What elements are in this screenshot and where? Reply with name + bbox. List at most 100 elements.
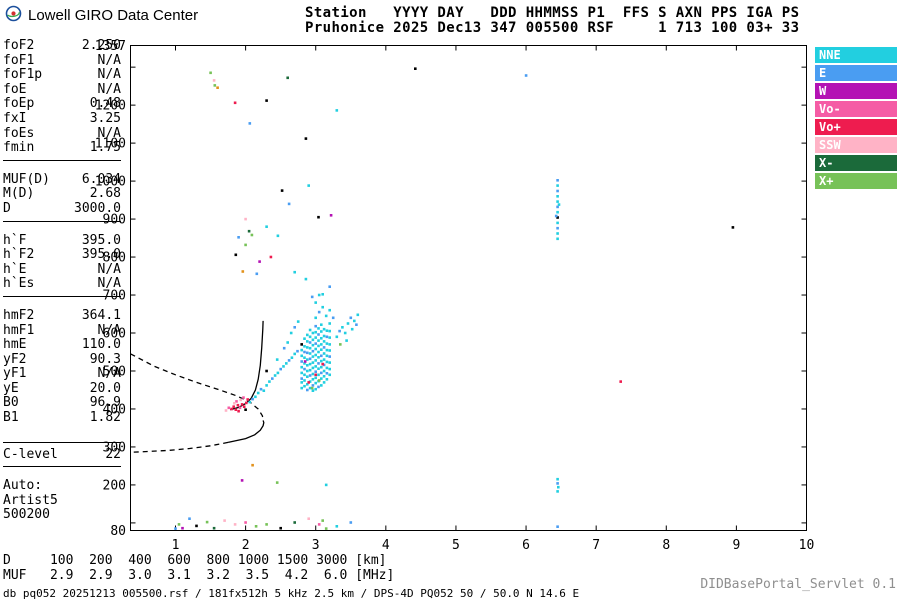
param-label: foEp — [3, 96, 35, 112]
param-value: 395.0 — [81, 247, 121, 263]
param-label: fxI — [3, 110, 27, 126]
divider — [3, 159, 121, 161]
param-row-ye: yE 20.0 — [3, 380, 121, 397]
param-label: yE — [3, 380, 19, 396]
param-value: 110.0 — [81, 337, 121, 353]
status-line: db pq052 20251213 005500.rsf / 181fx512h… — [3, 587, 580, 600]
x-tick-label: 3 — [312, 538, 320, 553]
param-label: foEs — [3, 125, 35, 141]
param-value: N/A — [97, 261, 121, 277]
param-row-fxi: fxI 3.25 — [3, 110, 121, 127]
param-value: 1.75 — [89, 140, 121, 156]
param-group: hmF2 364.1 hmF1 N/A hmE 110.0 yF2 90.3 yF1 N/A yE 2… — [3, 307, 121, 426]
param-label: fmin — [3, 140, 35, 156]
param-row-hme: hmE 110.0 — [3, 337, 121, 353]
x-tick-label: 6 — [522, 538, 530, 553]
param-row-hes: h`Es N/A — [3, 277, 121, 292]
param-label: D — [3, 200, 11, 216]
param-value: 90.3 — [89, 351, 121, 367]
param-value: N/A — [97, 276, 121, 292]
divider — [3, 295, 121, 297]
y-tick-label: 200 — [103, 478, 126, 493]
y-tick-label: 1200 — [95, 99, 126, 114]
param-row-foes: foEs N/A — [3, 125, 121, 142]
divider — [3, 466, 121, 468]
muf-d-table: D 100 200 400 600 800 1000 1500 3000 [km… — [3, 553, 395, 583]
param-value: 2.250 — [81, 38, 121, 53]
divider — [3, 220, 121, 222]
param-label: MUF(D) — [3, 171, 50, 187]
auto-scaler-line: Artist5 — [3, 492, 58, 508]
station-header-line2: Pruhonice 2025 Dec13 347 005500 RSF 1 71… — [305, 20, 800, 36]
legend-item-xminus: X- — [815, 155, 897, 171]
param-value: 395.0 — [81, 232, 121, 248]
param-row-fof1p: foF1p N/A — [3, 68, 121, 83]
param-value: 3.25 — [89, 110, 121, 126]
param-row-foe: foE N/A — [3, 82, 121, 98]
y-tick-label: 1100 — [95, 137, 126, 152]
x-tick-label: 7 — [592, 538, 600, 553]
param-row-foep: foEp 0.48 — [3, 97, 121, 112]
param-value: 1.82 — [89, 410, 121, 426]
servlet-watermark: DIDBasePortal_Servlet 0.1 — [700, 577, 896, 592]
param-value: 22 — [105, 446, 121, 462]
param-value: N/A — [97, 322, 121, 338]
profile-peak — [227, 420, 265, 444]
param-value: 364.1 — [81, 307, 121, 323]
x-tick-label: 10 — [799, 538, 815, 553]
param-row-yf2: yF2 90.3 — [3, 351, 121, 368]
profile-sub-fmin — [130, 441, 229, 453]
param-value: 6.034 — [81, 171, 121, 187]
y-tick-label: 500 — [103, 364, 126, 379]
x-tick-label: 5 — [452, 538, 460, 553]
param-label: hmF2 — [3, 307, 35, 323]
param-row-clevel: C-level 22 — [3, 446, 121, 463]
param-value: 3000.0 — [74, 200, 121, 216]
param-label: C-level — [3, 446, 58, 462]
param-label: h`F — [3, 232, 27, 248]
param-row-mufd: MUF(D) 6.034 — [3, 171, 121, 188]
auto-scaler-line: 500200 — [3, 507, 50, 523]
param-row-yf1: yF1 N/A — [3, 367, 121, 382]
giro-logo-icon — [5, 5, 22, 26]
param-row-hf: h`F 395.0 — [3, 232, 121, 249]
param-value: N/A — [97, 52, 121, 68]
param-row-hmf1: hmF1 N/A — [3, 322, 121, 339]
station-header-line1: Station YYYY DAY DDD HHMMSS P1 FFS S AXN… — [305, 5, 800, 21]
param-label: h`E — [3, 261, 27, 277]
param-value: 0.48 — [89, 96, 121, 112]
auto-scaler-line: Auto: — [3, 478, 43, 494]
param-label: h`F2 — [3, 247, 35, 263]
x-tick-label: 8 — [662, 538, 670, 553]
legend-item-voplus: Vo+ — [815, 119, 897, 135]
param-label: h`Es — [3, 276, 35, 292]
legend-item-xplus: X+ — [815, 173, 897, 189]
param-row-b1: B1 1.82 — [3, 410, 121, 426]
param-row-hf2: h`F2 395.0 — [3, 248, 121, 263]
param-row-d: D 3000.0 — [3, 200, 121, 217]
legend-item-w: W — [815, 83, 897, 99]
legend-item-e: E — [815, 65, 897, 81]
y-tick-label: 800 — [103, 251, 126, 266]
brand-title: Lowell GIRO Data Center — [28, 7, 199, 24]
param-label: M(D) — [3, 186, 35, 202]
profile-and-trace-lines — [130, 320, 265, 453]
x-tick-label: 1 — [172, 538, 180, 553]
param-label: hmF1 — [3, 322, 35, 338]
scatter-points — [174, 67, 735, 530]
legend-item-vominus: Vo- — [815, 101, 897, 117]
param-row-he: h`E N/A — [3, 261, 121, 278]
y-tick-label: 1357 — [95, 39, 126, 54]
y-tick-label: 1000 — [95, 175, 126, 190]
parameter-panel: foF2 2.250 foF1 N/A foF1p N/A foE N/A foEp 0.48 fx… — [3, 38, 121, 523]
param-label: B1 — [3, 410, 19, 426]
param-group: C-level 22 — [3, 446, 121, 463]
y-tick-label: 300 — [103, 440, 126, 455]
param-label: yF2 — [3, 351, 27, 367]
echo-legend: NNE E W Vo- Vo+ SSW X- X+ — [815, 47, 897, 191]
param-row-fof1: foF1 N/A — [3, 52, 121, 69]
param-group: MUF(D) 6.034 M(D) 2.68 D 3000.0 — [3, 171, 121, 217]
param-value: N/A — [97, 125, 121, 141]
